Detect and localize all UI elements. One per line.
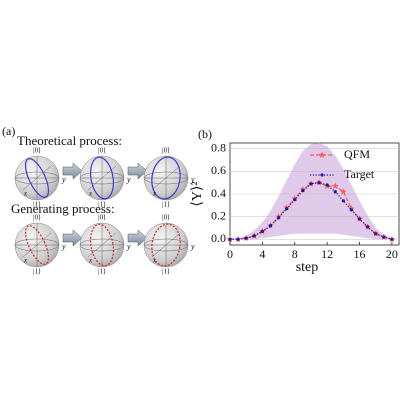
legend-marker (320, 173, 324, 177)
x-tick-label: 8 (292, 247, 298, 261)
panel-label: (a) (2, 124, 15, 138)
state-label: |0⟩ (162, 147, 170, 155)
marker (309, 182, 313, 186)
x-tick-label: 20 (386, 247, 398, 261)
arrow (62, 229, 83, 247)
axis-label: y (126, 175, 131, 184)
marker (317, 181, 321, 185)
state-trajectory (151, 223, 181, 267)
bloch-sphere: |0⟩ |1⟩ y x (143, 147, 195, 209)
x-tick-label: 16 (354, 247, 366, 261)
state-label: |0⟩ (33, 214, 41, 222)
state-label: |1⟩ (162, 268, 170, 276)
marker (285, 207, 289, 211)
state-label: |1⟩ (33, 201, 41, 209)
bloch-sphere: |0⟩ |1⟩ y x (79, 147, 148, 209)
arrow (127, 162, 148, 180)
axis-label: y (61, 242, 66, 251)
y-tick-label: 0.8 (211, 140, 226, 154)
bloch-sphere: |0⟩ |1⟩ y x (14, 214, 83, 276)
axis-label: y (126, 242, 131, 251)
axis-label: x (152, 257, 157, 265)
state-label: |1⟩ (162, 201, 170, 209)
axis-label: x (152, 190, 157, 198)
marker (228, 237, 232, 241)
uncertainty-band (230, 143, 392, 240)
marker (236, 237, 240, 241)
axis-label: y (190, 175, 195, 184)
bloch-sphere: |0⟩ |1⟩ y x (143, 214, 195, 276)
legend-label: Target (344, 167, 375, 181)
state-label: |1⟩ (33, 268, 41, 276)
state-label: |0⟩ (162, 214, 170, 222)
bloch-sphere: |0⟩ |1⟩ y x (79, 214, 148, 276)
marker (268, 224, 273, 228)
marker (357, 217, 362, 221)
y-tick-label: 0.2 (211, 208, 226, 222)
axis-label: y (190, 242, 195, 251)
y-tick-label: 0.0 (211, 231, 226, 245)
state-label: |1⟩ (98, 201, 106, 209)
marker (340, 188, 347, 195)
state-label: |0⟩ (33, 147, 41, 155)
arrow (127, 229, 148, 247)
marker (349, 208, 354, 212)
marker (374, 232, 378, 236)
y-tick-label: 0.6 (211, 163, 226, 177)
state-trajectory (151, 156, 181, 200)
marker (244, 236, 248, 240)
axis-label: x (23, 190, 28, 198)
state-label: |0⟩ (98, 147, 106, 155)
marker (293, 198, 297, 202)
x-tick-label: 12 (321, 247, 333, 261)
marker (341, 199, 345, 203)
state-trajectory (24, 225, 50, 265)
bloch-sphere: |0⟩ |1⟩ y x (14, 147, 83, 209)
panel-label: (b) (198, 127, 212, 141)
x-axis-label: step (296, 260, 319, 275)
legend-marker (318, 151, 326, 158)
x-tick-label: 0 (227, 247, 233, 261)
marker (390, 237, 394, 241)
x-tick-label: 4 (259, 247, 265, 261)
marker (276, 216, 281, 220)
marker (333, 190, 337, 194)
marker (366, 225, 370, 229)
state-label: |1⟩ (98, 268, 106, 276)
state-trajectory (89, 223, 115, 267)
axis-label: y (61, 175, 66, 184)
arrow (62, 162, 83, 180)
axis-label: x (23, 257, 28, 265)
marker (331, 182, 339, 189)
state-label: |0⟩ (98, 214, 106, 222)
marker (260, 229, 264, 233)
marker (325, 183, 329, 187)
axis-label: x (88, 190, 93, 198)
marker (252, 234, 256, 238)
row-title: Theoretical process: (17, 133, 122, 148)
state-trajectory (89, 156, 115, 200)
legend-label: QFM (344, 147, 370, 161)
marker (301, 189, 305, 193)
y-tick-label: 0.4 (211, 186, 226, 200)
row-title: Generating process: (11, 201, 115, 216)
y-axis-label: ⟨Y⟩² (190, 181, 205, 206)
marker (382, 235, 386, 239)
axis-label: x (88, 257, 93, 265)
state-trajectory (24, 158, 50, 198)
